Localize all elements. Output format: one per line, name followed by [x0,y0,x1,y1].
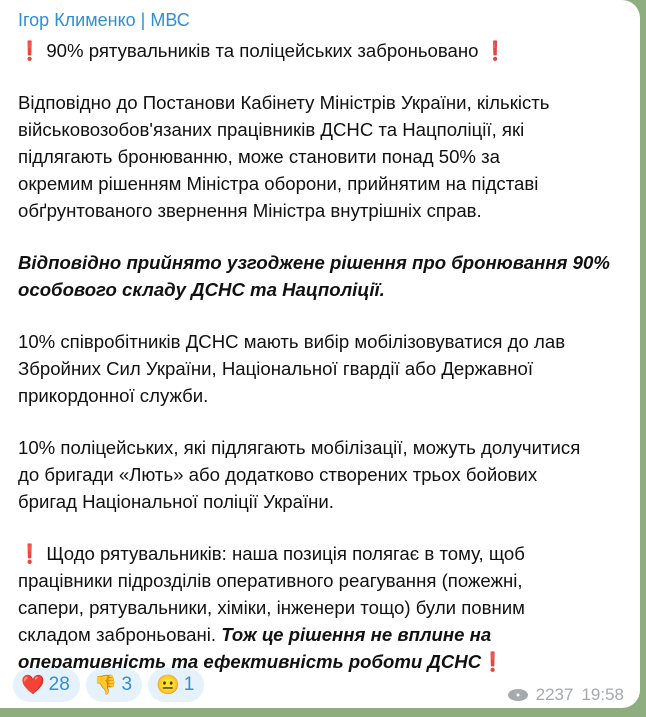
text-line: бригад Національної поліції України. [18,491,334,512]
text-line: сапери, рятувальники, хіміки, інженери т… [18,597,525,618]
exclamation-icon: ❗ [18,543,42,564]
text-line: Збройних Сил України, Національної гвард… [18,358,534,379]
reaction-count: 28 [48,674,70,695]
text-line: 10% поліцейських, які підлягають мобіліз… [18,437,581,458]
text-line: складом заброньовані. Тож це рішення не … [18,624,492,645]
eye-icon [507,689,528,701]
neutral-face-icon: 😐 [156,675,180,696]
message-text: ❗ 90% рятувальників та поліцейських забр… [18,37,610,675]
text-line: особового складу ДСНС та Нацполіції. [18,279,385,300]
thumbs-down-icon: 👎 [93,675,118,696]
text-line: ❗ Щодо рятувальників: наша позиція поляг… [18,543,525,564]
heart-icon: ❤️ [21,675,45,696]
message-time: 19:58 [581,685,624,704]
text-line: оперативність та ефективність роботи ДСН… [18,651,505,672]
reaction-thumbs-down[interactable]: 👎 3 [85,668,143,702]
text-line: окремим рішенням Міністра оборони, прийн… [18,173,539,194]
text-line: підлягають бронюванню, може становити по… [18,146,500,167]
text-line: прикордонної служби. [18,385,209,406]
text-line: військовозобов'язаних працівників ДСНС т… [18,119,525,140]
reaction-count: 1 [183,674,195,695]
exclamation-icon: ❗ [481,651,505,672]
channel-author[interactable]: Ігор Клименко | МВС [18,10,190,30]
text-line: до бригади «Лють» або додатково створени… [18,464,538,485]
text-line: Відповідно до Постанови Кабінету Міністр… [18,92,550,113]
reaction-count: 3 [121,674,133,695]
text-line: Відповідно прийнято узгоджене рішення пр… [18,252,610,273]
message-bubble: Ігор Клименко | МВС ❗ 90% рятувальників … [0,0,640,708]
text-line: працівники підрозділів оперативного реаг… [18,570,523,591]
reactions: ❤️ 28 👎 3 😐 1 [13,668,205,702]
text-line: обґрунтованого звернення Міністра внутрі… [18,200,482,221]
reaction-heart[interactable]: ❤️ 28 [13,668,80,702]
view-count: 2237 [535,685,574,704]
exclamation-icon: ❗ [483,40,507,61]
reaction-neutral-face[interactable]: 😐 1 [148,668,205,702]
message-title: ❗ 90% рятувальників та поліцейських забр… [18,40,507,61]
message-meta: 2237 19:58 [507,685,624,705]
text-line: 10% співробітників ДСНС мають вибір мобі… [18,331,566,352]
exclamation-icon: ❗ [18,40,42,61]
